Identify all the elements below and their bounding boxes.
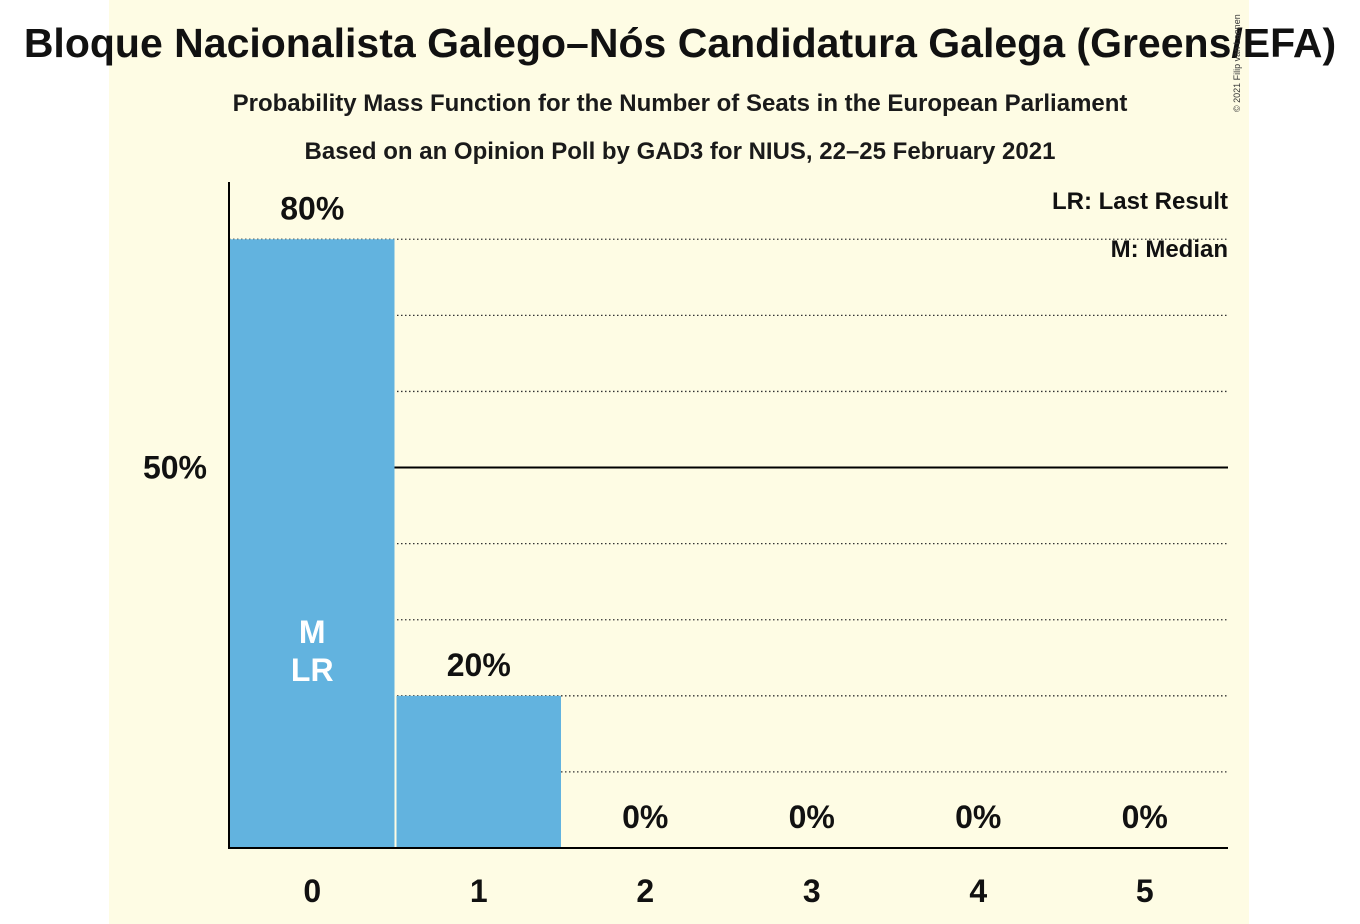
value-label-3: 0% [789, 799, 835, 835]
legend-last-result: LR: Last Result [1052, 188, 1228, 215]
axes [228, 182, 1228, 849]
bar-annotation-m: M [299, 614, 326, 650]
x-tick-label-5: 5 [1136, 873, 1154, 909]
chart-subtitle: Probability Mass Function for the Number… [232, 90, 1128, 117]
chart-title: Bloque Nacionalista Galego–Nós Candidatu… [23, 20, 1337, 66]
value-label-1: 20% [447, 647, 511, 683]
chart-source: Based on an Opinion Poll by GAD3 for NIU… [304, 138, 1056, 165]
bar-1 [396, 695, 561, 848]
value-label-2: 0% [622, 799, 668, 835]
x-tick-label-1: 1 [470, 873, 488, 909]
x-tick-label-4: 4 [969, 873, 987, 909]
y-tick-label: 50% [143, 450, 207, 486]
bars [230, 239, 561, 848]
value-label-4: 0% [955, 799, 1001, 835]
bar-0 [230, 239, 395, 848]
x-tick-label-2: 2 [636, 873, 654, 909]
grid-lines [229, 238, 1228, 773]
legend-median: M: Median [1111, 236, 1228, 263]
x-tick-label-3: 3 [803, 873, 821, 909]
value-label-5: 0% [1122, 799, 1168, 835]
bar-annotation-lr: LR [291, 652, 334, 688]
x-tick-label-0: 0 [303, 873, 321, 909]
value-label-0: 80% [280, 190, 344, 226]
